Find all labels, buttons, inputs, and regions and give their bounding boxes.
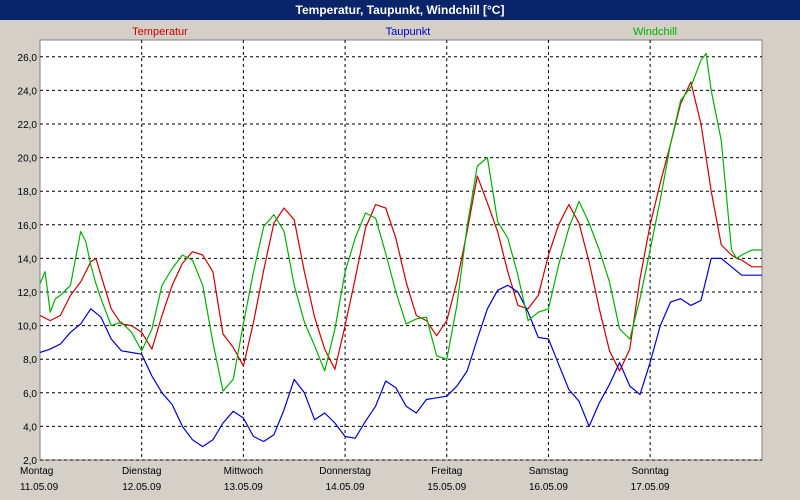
y-tick-label: 22,0 [18,120,38,131]
window-title: Temperatur, Taupunkt, Windchill [°C] [0,0,800,20]
grid [40,40,762,461]
y-tick-label: 10,0 [18,322,38,333]
series-line-taupunkt [39,257,762,448]
x-tick-day: Montag [20,466,53,477]
series-line-temperatur [39,81,762,372]
x-tick-date: 15.05.09 [427,482,466,493]
legend-label-windchill: Windchill [633,26,677,38]
x-tick-day: Freitag [431,466,462,477]
x-tick-date: 14.05.09 [326,482,365,493]
legend-label-temperatur: Temperatur [132,26,188,38]
y-tick-label: 14,0 [18,254,38,265]
x-tick-date: 13.05.09 [224,482,263,493]
x-tick-date: 16.05.09 [529,482,568,493]
y-tick-label: 6,0 [23,389,37,400]
y-tick-label: 2,0 [23,456,37,467]
y-tick-label: 16,0 [18,221,38,232]
x-tick-day: Mittwoch [224,466,263,477]
x-tick-date: 12.05.09 [122,482,161,493]
y-tick-label: 4,0 [23,422,37,433]
y-tick-label: 18,0 [18,187,38,198]
series-line-windchill [39,52,762,392]
x-tick-day: Dienstag [122,466,161,477]
y-axis-ticks: 26,0 24,0 22,0 20,0 18,0 16,0 14,0 12,0 10,0 8,0 6… [18,53,38,467]
x-tick-date: 11.05.09 [20,482,59,493]
y-tick-label: 26,0 [18,53,38,64]
y-tick-label: 20,0 [18,154,38,165]
series-lines [39,52,762,448]
legend: Temperatur Taupunkt Windchill [132,26,677,38]
legend-label-taupunkt: Taupunkt [386,26,431,38]
x-tick-day: Sonntag [632,466,669,477]
x-tick-day: Donnerstag [319,466,371,477]
x-tick-day: Samstag [529,466,568,477]
y-tick-label: 8,0 [23,355,37,366]
chart: 26,0 24,0 22,0 20,0 18,0 16,0 14,0 12,0 10,0 8,0 6… [18,26,763,493]
x-tick-date: 17.05.09 [631,482,670,493]
y-tick-label: 24,0 [18,86,38,97]
y-tick-label: 12,0 [18,288,38,299]
x-axis-ticks: Montag 11.05.09 Dienstag 12.05.09 Mittwoch 13… [20,466,670,493]
